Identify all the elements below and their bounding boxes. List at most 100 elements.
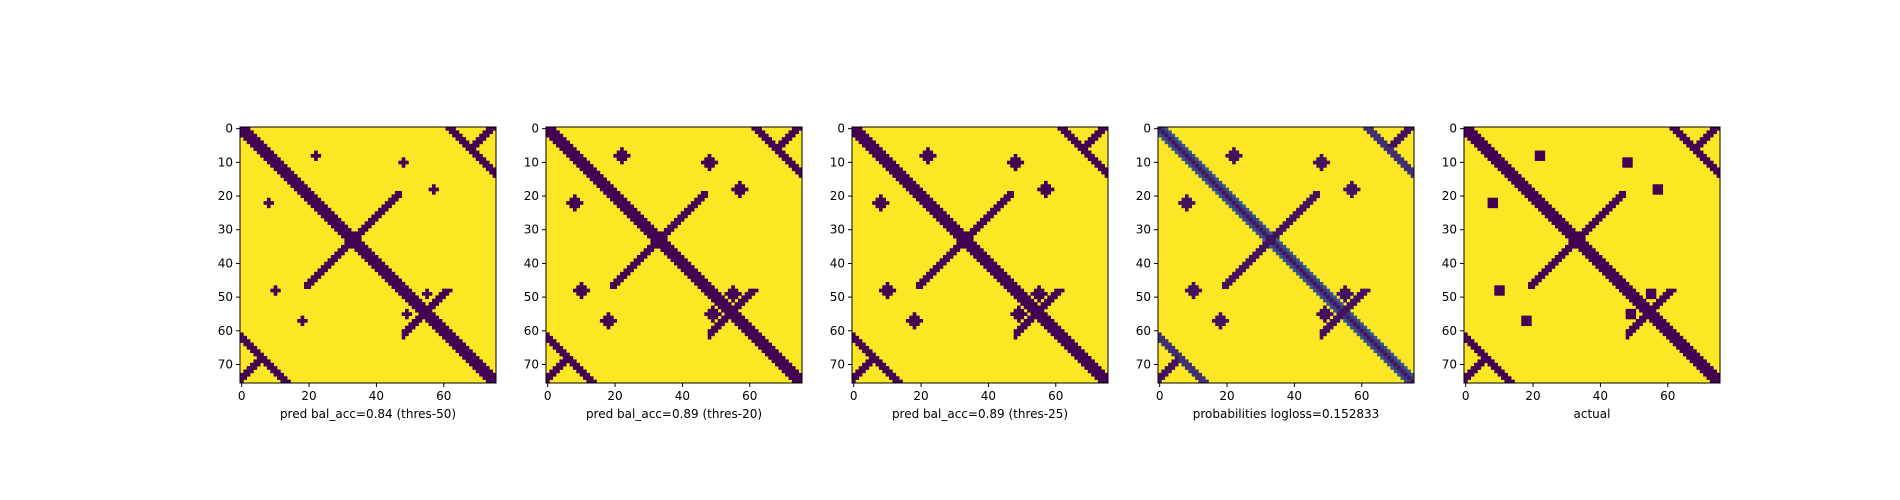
heatmap-cell <box>1608 204 1613 209</box>
heatmap-cell <box>401 157 406 161</box>
heatmap-cell <box>1064 335 1068 340</box>
heatmap-cell <box>320 271 325 276</box>
heatmap-cell <box>1669 288 1674 293</box>
heatmap-cell <box>1615 194 1620 199</box>
heatmap-cell <box>613 201 618 205</box>
heatmap-cell <box>1622 191 1626 195</box>
heatmap-cell <box>1625 292 1630 296</box>
heatmap-cell <box>1504 160 1509 165</box>
heatmap-cell <box>980 217 984 222</box>
heatmap-cell <box>949 231 954 236</box>
heatmap-cell <box>1635 295 1640 300</box>
heatmap-cell <box>1699 359 1704 364</box>
heatmap-cell <box>1164 140 1169 145</box>
heatmap-cell <box>1282 244 1287 249</box>
heatmap-cell <box>1696 140 1701 145</box>
heatmap-cell <box>572 201 577 205</box>
heatmap-cell <box>926 194 930 199</box>
heatmap-cell <box>912 187 917 192</box>
heatmap-cell <box>1383 356 1388 360</box>
heatmap-cell <box>1575 231 1579 236</box>
heatmap-cell <box>976 221 981 225</box>
heatmap-cell <box>1343 312 1347 316</box>
heatmap-cell <box>1171 137 1176 141</box>
heatmap-cell <box>1309 197 1314 202</box>
heatmap-cell <box>1561 255 1566 259</box>
heatmap-cell <box>1195 164 1199 168</box>
heatmap-cell <box>684 268 688 273</box>
heatmap-cell <box>1060 342 1065 347</box>
heatmap-cell <box>485 376 490 380</box>
heatmap-cell <box>458 349 463 353</box>
heatmap-cell <box>865 349 870 353</box>
heatmap-cell <box>1242 217 1246 222</box>
y-tick-label: 30 <box>524 223 539 237</box>
heatmap-cell <box>697 201 702 205</box>
heatmap-cell <box>714 302 719 306</box>
heatmap-cell <box>613 278 618 283</box>
heatmap-cell <box>1467 133 1472 138</box>
heatmap-cell <box>583 372 587 377</box>
heatmap-cell <box>388 204 392 209</box>
heatmap-cell <box>1410 379 1415 384</box>
heatmap-cell <box>885 153 890 158</box>
heatmap-cell <box>1602 261 1606 266</box>
heatmap-cell <box>1554 261 1559 266</box>
heatmap-cell <box>1693 356 1697 360</box>
heatmap-cell <box>324 211 328 215</box>
heatmap-cell <box>1104 170 1109 175</box>
heatmap-cell <box>922 191 927 195</box>
heatmap-cell <box>1017 295 1021 300</box>
heatmap-cell <box>912 315 917 320</box>
heatmap-cell <box>1356 187 1361 192</box>
heatmap-cell <box>606 315 611 320</box>
heatmap-cell <box>1006 278 1011 283</box>
heatmap-cell <box>479 140 483 145</box>
heatmap-cell <box>1299 211 1304 215</box>
heatmap-cell <box>1487 143 1492 148</box>
heatmap-cell <box>1615 201 1620 205</box>
heatmap-cell <box>878 359 883 364</box>
heatmap-cell <box>270 288 274 293</box>
heatmap-cell <box>1699 153 1704 158</box>
heatmap-cell <box>388 271 392 276</box>
heatmap-cell <box>351 234 355 239</box>
heatmap-cell <box>583 285 587 289</box>
heatmap-cell <box>1480 150 1485 155</box>
heatmap-cell <box>791 379 796 384</box>
heatmap-cell <box>1174 140 1179 145</box>
heatmap-cell <box>1017 305 1021 310</box>
heatmap-cell <box>1390 153 1395 158</box>
heatmap-cell <box>277 167 281 172</box>
heatmap-cell <box>290 184 295 188</box>
heatmap-cell <box>1370 345 1374 350</box>
heatmap-cell <box>623 268 628 273</box>
heatmap-cell <box>1393 143 1398 148</box>
heatmap-cell <box>351 241 355 246</box>
heatmap-cell <box>576 362 580 367</box>
heatmap-cell <box>485 372 490 377</box>
heatmap-cell <box>280 160 285 165</box>
heatmap-cell <box>1400 133 1405 138</box>
heatmap-cell <box>1669 292 1674 296</box>
heatmap-cell <box>852 127 856 131</box>
heatmap-cell <box>300 194 305 199</box>
heatmap-cell <box>758 130 762 135</box>
heatmap-cell <box>1060 127 1065 131</box>
heatmap-cell <box>1625 312 1630 316</box>
heatmap-cell <box>1259 221 1263 225</box>
heatmap-cell <box>256 359 261 364</box>
heatmap-cell <box>1632 295 1637 300</box>
heatmap-cell <box>963 231 967 236</box>
heatmap-cell <box>270 362 274 367</box>
heatmap-cell <box>610 285 614 289</box>
heatmap-cell <box>1174 349 1179 353</box>
heatmap-cell <box>1161 130 1166 135</box>
heatmap-cell <box>1629 288 1633 293</box>
heatmap-cell <box>711 298 715 303</box>
heatmap-cell <box>761 339 766 343</box>
heatmap-cell <box>707 292 712 296</box>
heatmap-cell <box>1023 312 1028 316</box>
heatmap-cell <box>1292 211 1297 215</box>
heatmap-cell <box>593 180 597 185</box>
